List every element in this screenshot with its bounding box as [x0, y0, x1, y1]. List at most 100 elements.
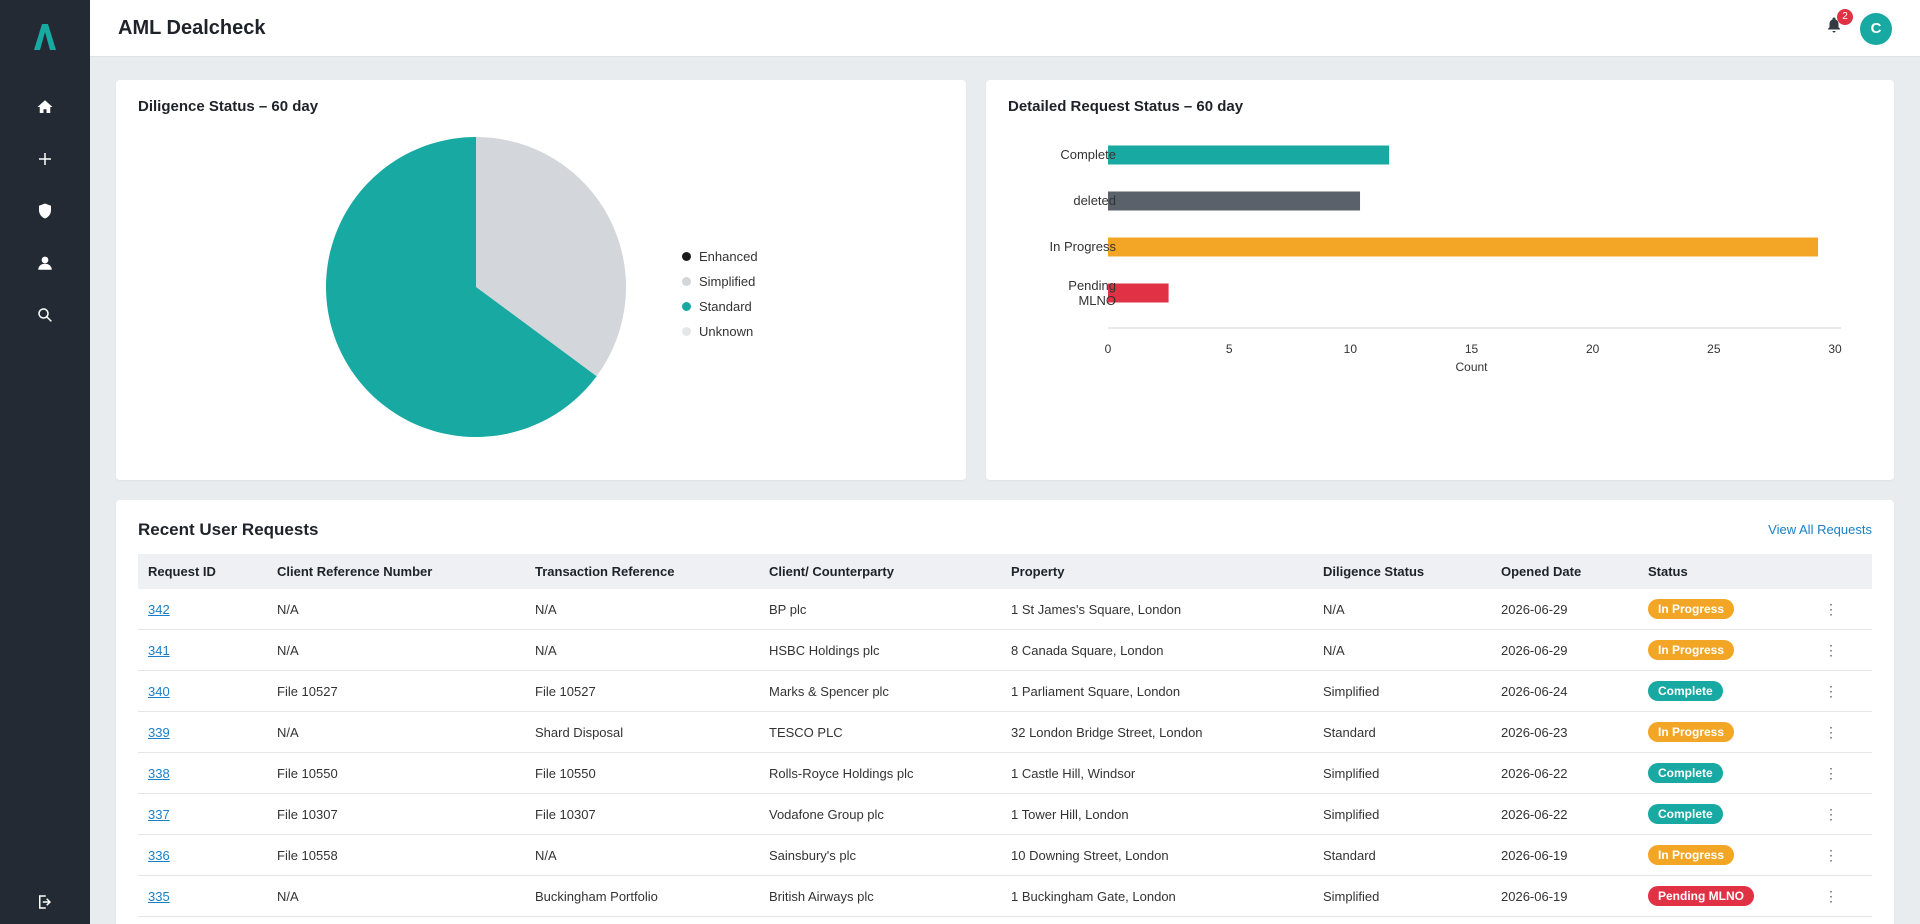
bar-pending-mlno[interactable] — [1108, 283, 1169, 303]
request-id-cell: 335 — [148, 876, 170, 916]
row-menu-icon[interactable]: ⋮ — [1824, 600, 1838, 617]
column-header[interactable]: Opened Date — [1501, 564, 1582, 579]
request-id-link[interactable]: 340 — [148, 683, 170, 699]
request-id-link[interactable]: 337 — [148, 806, 170, 822]
legend-dot — [682, 327, 691, 336]
top-bar: AML Dealcheck 2 C — [90, 0, 1920, 57]
user-avatar[interactable]: C — [1860, 13, 1892, 45]
notification-bell-icon[interactable]: 2 — [1825, 9, 1853, 38]
request-id-link[interactable]: 341 — [148, 642, 170, 658]
shield-icon[interactable] — [33, 199, 57, 223]
request-id-cell: 342 — [148, 589, 170, 629]
client-ref-cell: File 10527 — [277, 683, 338, 699]
detailed-request-status-title: Detailed Request Status – 60 day — [1008, 98, 1244, 115]
opened-cell: 2026-06-22 — [1501, 806, 1568, 822]
status-badge: Complete — [1648, 804, 1723, 824]
x-tick-label: 0 — [1104, 342, 1112, 356]
txn-ref-cell: Buckingham Portfolio — [535, 888, 658, 904]
notification-count-badge: 2 — [1837, 9, 1853, 25]
diligence-status-title: Diligence Status – 60 day — [138, 98, 319, 115]
table-row[interactable]: 335 N/A Buckingham Portfolio British Airway… — [138, 876, 1872, 917]
request-id-link[interactable]: 336 — [148, 847, 170, 863]
legend-item-unknown[interactable]: Unknown — [682, 319, 758, 344]
table-row[interactable]: 340 File 10527 File 10527 Marks & Spencer p… — [138, 671, 1872, 712]
legend-label: Standard — [699, 299, 752, 314]
row-menu-icon[interactable]: ⋮ — [1824, 682, 1838, 699]
logo-icon[interactable] — [30, 22, 60, 52]
txn-ref-cell: N/A — [535, 642, 557, 658]
property-cell: 1 Buckingham Gate, London — [1011, 888, 1176, 904]
x-axis-title: Count — [1455, 360, 1488, 374]
diligence-cell: Simplified — [1323, 765, 1380, 781]
row-menu-icon[interactable]: ⋮ — [1824, 764, 1838, 781]
diligence-cell: N/A — [1323, 601, 1345, 617]
status-cell: In Progress — [1648, 630, 1735, 670]
recent-requests-title: Recent User Requests — [138, 520, 319, 539]
row-menu-icon[interactable]: ⋮ — [1824, 805, 1838, 822]
txn-ref-cell: File 10550 — [535, 765, 596, 781]
row-menu-icon[interactable]: ⋮ — [1824, 723, 1838, 740]
x-tick-label: 25 — [1707, 342, 1721, 356]
status-cell: In Progress — [1648, 835, 1735, 875]
x-tick-label: 15 — [1464, 342, 1479, 356]
legend-item-enhanced[interactable]: Enhanced — [682, 244, 758, 269]
request-id-link[interactable]: 339 — [148, 724, 170, 740]
column-header[interactable]: Client/ Counterparty — [769, 564, 894, 579]
table-row[interactable]: 341 N/A N/A HSBC Holdings plc 8 Canada Squar… — [138, 630, 1872, 671]
table-row[interactable]: 337 File 10307 File 10307 Vodafone Group pl… — [138, 794, 1872, 835]
home-icon[interactable] — [33, 95, 57, 119]
property-cell: 1 Parliament Square, London — [1011, 683, 1181, 699]
status-badge: In Progress — [1648, 722, 1735, 742]
column-header[interactable]: Request ID — [148, 564, 216, 579]
counterparty-cell: TESCO PLC — [769, 724, 843, 740]
request-id-cell: 338 — [148, 753, 170, 793]
opened-cell: 2026-06-29 — [1501, 601, 1568, 617]
bar-deleted[interactable] — [1108, 191, 1361, 211]
txn-ref-cell: N/A — [535, 847, 557, 863]
logout-icon[interactable] — [33, 890, 57, 914]
counterparty-cell: Sainsbury's plc — [769, 847, 857, 863]
status-cell: In Progress — [1648, 712, 1735, 752]
view-all-requests-link[interactable]: View All Requests — [1768, 522, 1872, 537]
client-ref-cell: File 10307 — [277, 806, 338, 822]
request-id-link[interactable]: 335 — [148, 888, 170, 904]
plus-icon[interactable] — [33, 147, 57, 171]
property-cell: 1 Tower Hill, London — [1011, 806, 1129, 822]
detailed-request-status-card: Detailed Request Status – 60 day Complet… — [986, 80, 1894, 480]
client-ref-cell: N/A — [277, 888, 299, 904]
bar-in-progress[interactable] — [1108, 237, 1819, 257]
row-menu-icon[interactable]: ⋮ — [1824, 846, 1838, 863]
opened-cell: 2026-06-29 — [1501, 642, 1568, 658]
column-header[interactable]: Client Reference Number — [277, 564, 433, 579]
status-badge: In Progress — [1648, 640, 1735, 660]
opened-cell: 2026-06-24 — [1501, 683, 1568, 699]
table-row[interactable]: 336 File 10558 N/A Sainsbury's plc 10 Downin… — [138, 835, 1872, 876]
pie-slice-simplified[interactable] — [476, 137, 626, 377]
legend-dot — [682, 302, 691, 311]
legend-dot — [682, 277, 691, 286]
column-header[interactable]: Status — [1648, 564, 1688, 579]
search-icon[interactable] — [33, 303, 57, 327]
column-header[interactable]: Transaction Reference — [535, 564, 675, 579]
bar-category-label: deleted — [1073, 193, 1116, 208]
legend-item-simplified[interactable]: Simplified — [682, 269, 758, 294]
legend-label: Unknown — [699, 324, 754, 339]
pie-slice-standard[interactable] — [326, 137, 597, 437]
table-row[interactable]: 338 File 10550 File 10550 Rolls-Royce Holdi… — [138, 753, 1872, 794]
bar-complete[interactable] — [1108, 145, 1390, 165]
legend-item-standard[interactable]: Standard — [682, 294, 758, 319]
client-ref-cell: File 10558 — [277, 847, 338, 863]
column-header[interactable]: Diligence Status — [1323, 564, 1425, 579]
row-menu-icon[interactable]: ⋮ — [1824, 641, 1838, 658]
request-id-link[interactable]: 342 — [148, 601, 170, 617]
bar-category-label: In Progress — [1049, 239, 1116, 254]
request-id-link[interactable]: 338 — [148, 765, 170, 781]
counterparty-cell: Vodafone Group plc — [769, 806, 884, 822]
status-cell: Complete — [1648, 794, 1723, 834]
user-icon[interactable] — [33, 251, 57, 275]
column-header[interactable]: Property — [1011, 564, 1065, 579]
table-row[interactable]: 339 N/A Shard Disposal TESCO PLC 32 London B… — [138, 712, 1872, 753]
status-cell: Complete — [1648, 753, 1723, 793]
table-row[interactable]: 342 N/A N/A BP plc 1 St James's Square, Lond… — [138, 589, 1872, 630]
row-menu-icon[interactable]: ⋮ — [1824, 887, 1838, 904]
